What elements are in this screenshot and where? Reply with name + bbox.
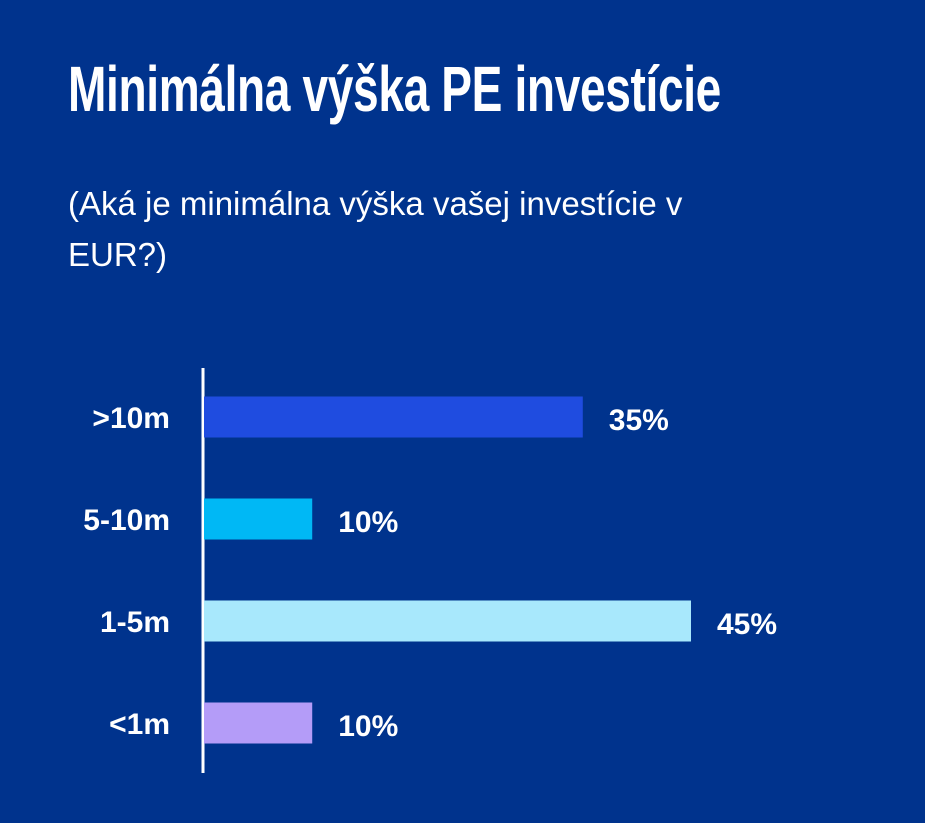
- bar-2: [204, 600, 691, 642]
- category-label: >10m: [92, 402, 170, 435]
- category-label: <1m: [109, 708, 170, 741]
- category-label: 5-10m: [83, 504, 170, 537]
- category-label: 1-5m: [100, 606, 170, 639]
- value-label: 10%: [338, 506, 398, 539]
- value-label: 35%: [609, 404, 669, 437]
- bar-1: [204, 498, 313, 540]
- value-label: 10%: [338, 710, 398, 743]
- value-label: 45%: [717, 608, 777, 641]
- chart-title: Minimálna výška PE investície: [68, 53, 721, 125]
- bar-0: [204, 396, 583, 438]
- chart-subtitle: (Aká je minimálna výška vašej investície…: [68, 185, 683, 273]
- bar-3: [204, 702, 313, 744]
